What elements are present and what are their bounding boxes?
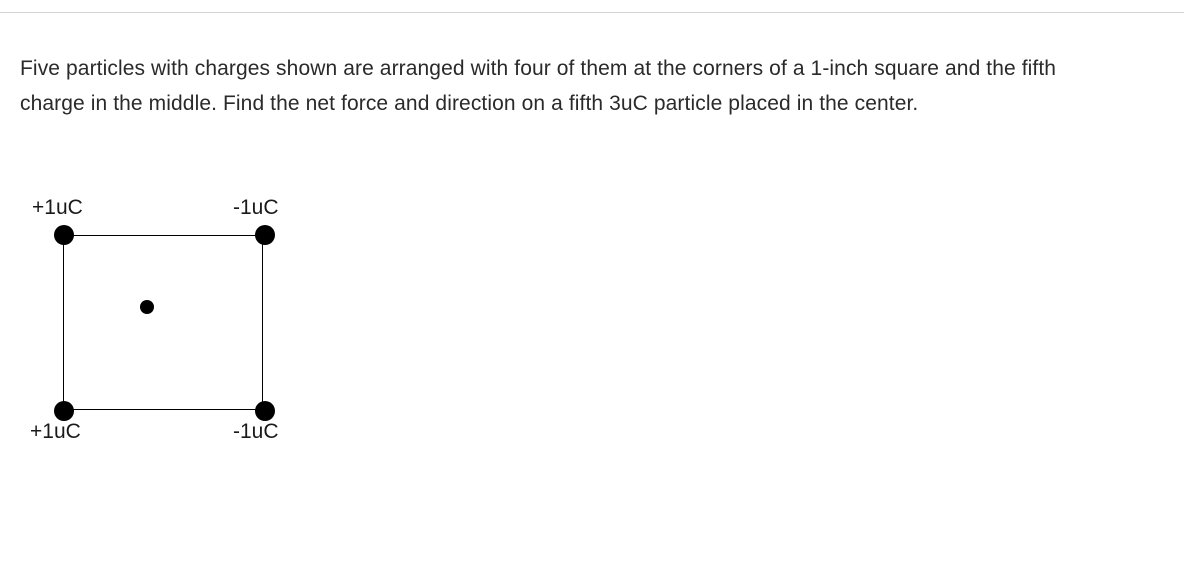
dot-top-left xyxy=(54,225,74,245)
top-divider xyxy=(0,12,1184,13)
square-outline xyxy=(63,235,263,410)
charge-diagram: +1uC -1uC +1uC -1uC xyxy=(40,197,340,477)
dot-center xyxy=(140,300,154,314)
label-bottom-left: +1uC xyxy=(30,420,81,444)
dot-bottom-left xyxy=(54,401,74,421)
dot-top-right xyxy=(255,225,275,245)
label-top-right: -1uC xyxy=(233,196,279,220)
problem-statement: Five particles with charges shown are ar… xyxy=(20,52,1120,121)
label-top-left: +1uC xyxy=(32,196,83,220)
dot-bottom-right xyxy=(255,401,275,421)
label-bottom-right: -1uC xyxy=(233,420,279,444)
